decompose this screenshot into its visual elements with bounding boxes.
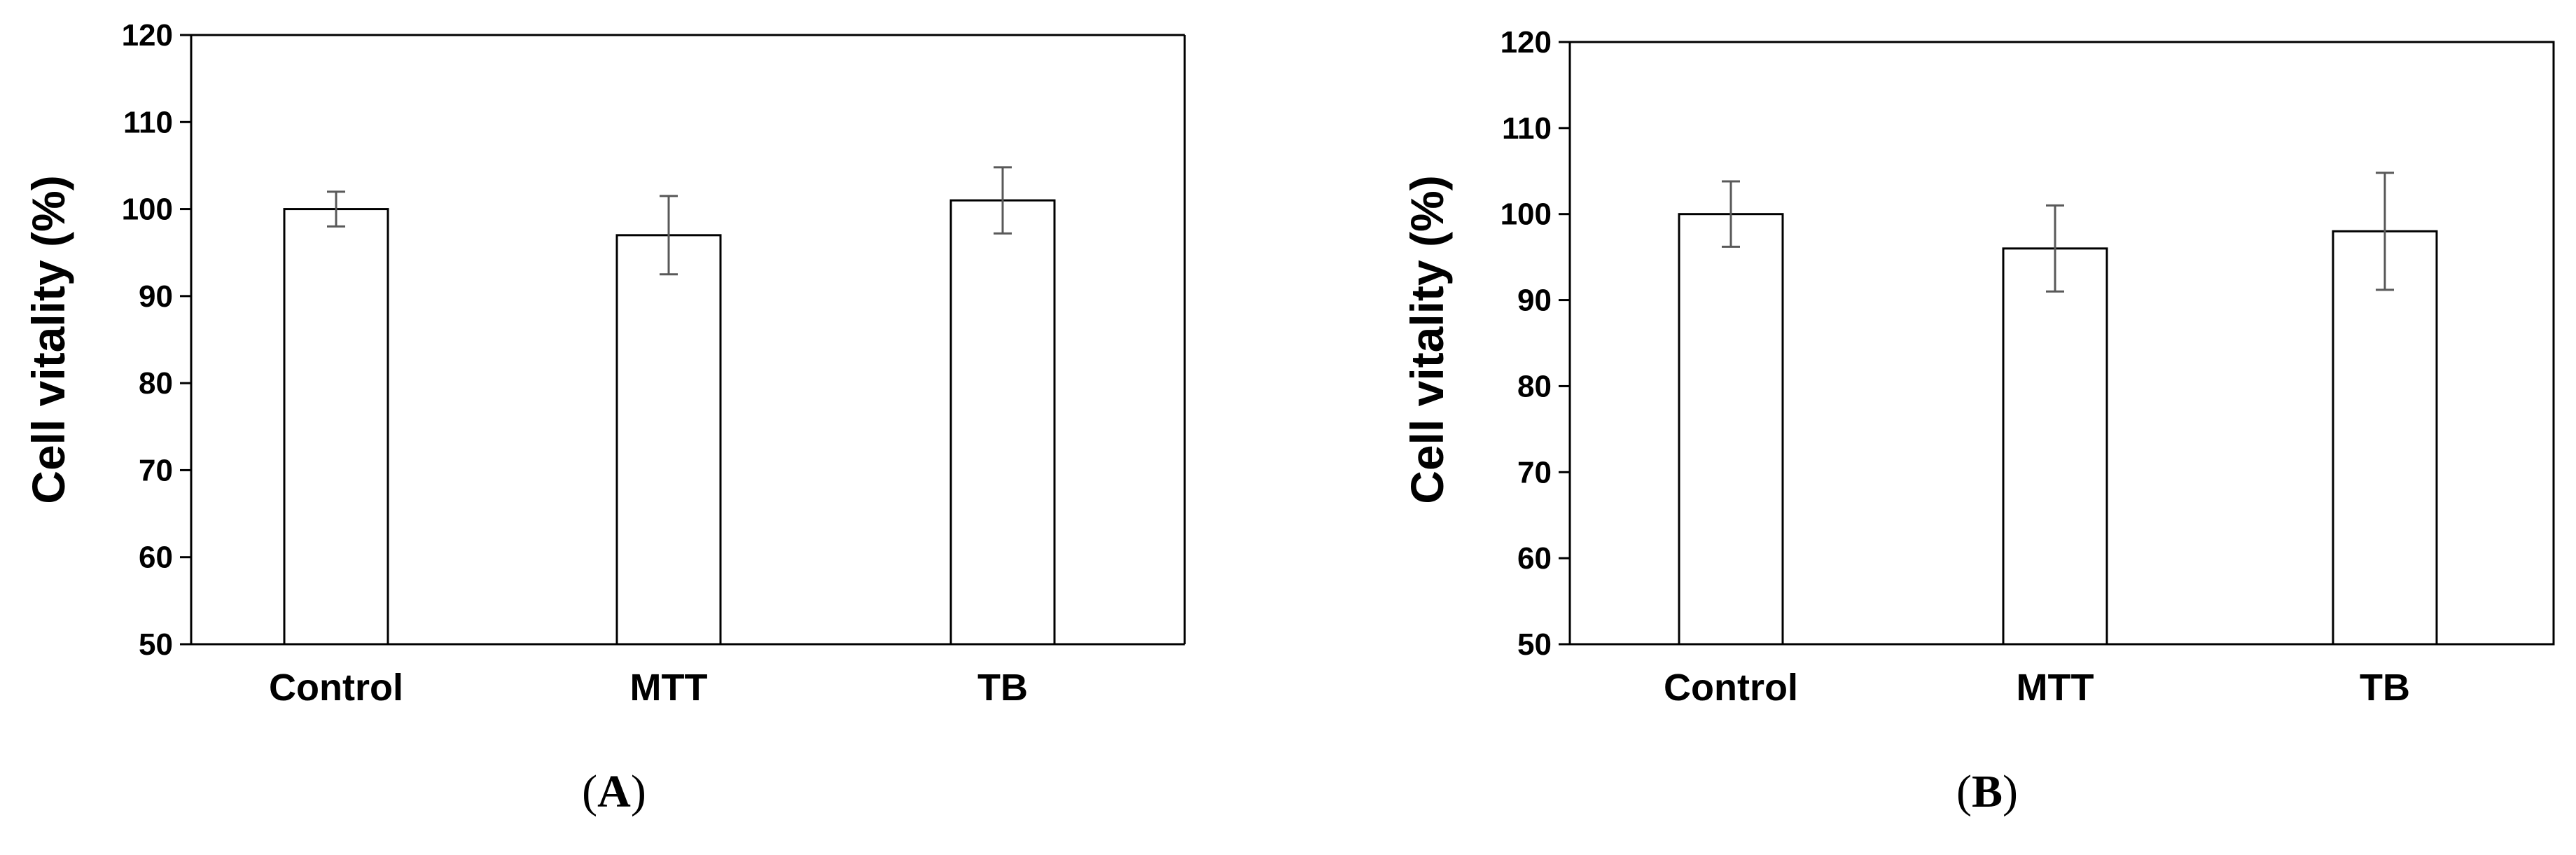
panel-a-bar-mtt (615, 234, 722, 646)
panel-b-y-tick-label: 50 (1517, 627, 1552, 662)
panel-a-error-bar-tb (994, 166, 1012, 235)
panel-b-bar-control (1678, 213, 1784, 646)
panel-a-y-tick-label: 70 (139, 453, 173, 487)
panel-b-category-label: TB (2360, 667, 2410, 709)
panel-b-y-tick-label: 110 (1502, 111, 1552, 146)
panel-b-y-tick-label: 100 (1501, 197, 1552, 232)
panel-b-y-tick-label: 90 (1517, 284, 1552, 318)
panel-a-y-axis-title: Cell vitality (%) (22, 175, 74, 503)
panel-b-bar-tb (2332, 230, 2438, 646)
panel-a-bar-control (283, 208, 389, 646)
panel-b-caption: (B) (1956, 766, 2018, 817)
panel-a-category-label: MTT (630, 667, 708, 709)
panel-a-category-label: TB (977, 667, 1028, 709)
panel-b-y-tick-label: 120 (1501, 25, 1552, 60)
panel-a-y-tick-label: 80 (139, 366, 173, 401)
panel-b-category-label: Control (1664, 667, 1798, 709)
panel-a-y-tick-label: 50 (139, 627, 173, 662)
panel-b-error-bar-control (1722, 180, 1740, 248)
panel-b-error-bar-tb (2376, 172, 2394, 291)
panel-b-y-tick-label: 80 (1517, 369, 1552, 403)
panel-b-y-tick-label: 70 (1517, 455, 1552, 489)
panel-a-error-bar-mtt (660, 195, 678, 276)
panel-a-y-tick-label: 100 (122, 193, 173, 227)
panel-a-category-label: Control (269, 667, 403, 709)
panel-a-chart: 50 60 70 80 90 100 110 120 Control MTT TB Cell vita… (22, 18, 1186, 817)
panel-b-chart: 50 60 70 80 90 100 110 120 Control MTT TB Cell vita… (1401, 25, 2555, 817)
panel-a-y-tick-label: 90 (139, 279, 173, 314)
panel-a-error-bar-control (327, 190, 345, 228)
panel-b-category-label: MTT (2017, 667, 2094, 709)
panel-b-error-bar-mtt (2046, 204, 2064, 293)
panel-a-y-tick-label: 120 (122, 18, 173, 53)
panel-b-y-tick-label: 60 (1517, 541, 1552, 576)
panel-b-bar-mtt (2002, 247, 2108, 646)
panel-a-caption: (A) (582, 766, 646, 817)
panel-a-y-tick-label: 60 (139, 541, 173, 575)
panel-b-y-axis-title: Cell vitality (%) (1401, 175, 1453, 503)
panel-a-y-tick-label: 110 (123, 105, 173, 139)
panel-a-bar-tb (949, 199, 1056, 646)
